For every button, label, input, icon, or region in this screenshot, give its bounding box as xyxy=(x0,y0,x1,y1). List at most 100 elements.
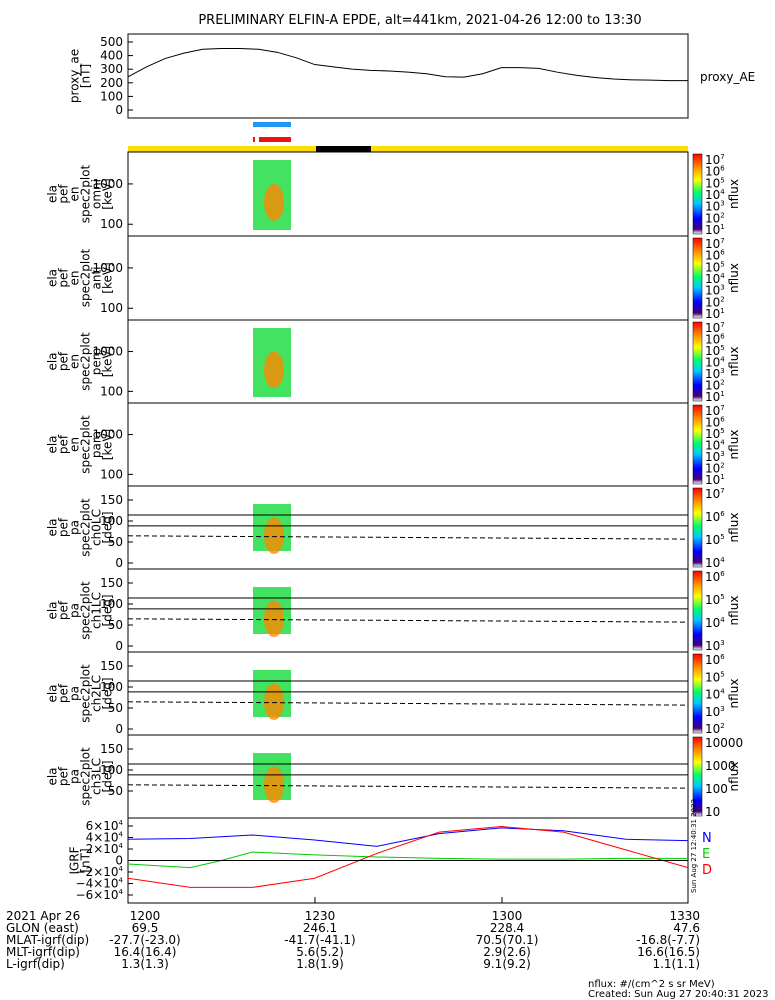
colorbar-label: nflux xyxy=(727,762,741,792)
collection-bar-blue xyxy=(253,122,291,127)
ytick-label: −6×104 xyxy=(76,888,124,902)
ytick-label: 50 xyxy=(108,784,123,798)
ylabel-line: IGRF xyxy=(68,846,82,874)
colorbar-exponent: 7 xyxy=(720,404,724,412)
spectrogram-peak xyxy=(264,600,284,638)
xaxis-value: 1230 xyxy=(305,909,336,923)
colorbar-exponent: 7 xyxy=(720,237,724,245)
xaxis-value: -41.7(-41.1) xyxy=(284,933,355,947)
ytick-label: 0 xyxy=(115,103,123,117)
colorbar-anti xyxy=(692,237,703,319)
colorbar-exponent: 2 xyxy=(720,295,724,303)
colorbar-tick: 10000 xyxy=(705,736,743,750)
ylabel-line: pef xyxy=(57,351,71,371)
ylabel-line: [nT] xyxy=(79,64,93,88)
xaxis-value: 2.9(2.6) xyxy=(483,945,531,959)
panel-frame-ch0LC xyxy=(127,485,689,570)
ylabel-line: [keV] xyxy=(101,262,115,293)
xaxis-value: 1200 xyxy=(130,909,161,923)
xaxis-value: 1.1(1.1) xyxy=(652,957,700,971)
colorbar-label: nflux xyxy=(727,347,741,377)
shadow-bar xyxy=(316,146,371,152)
ylabel-line: en xyxy=(68,354,82,369)
ytick-label: 50 xyxy=(108,618,123,632)
series-name-label: proxy_AE xyxy=(700,70,755,84)
colorbar-tick: 103 xyxy=(705,367,725,381)
ylabel-line: ch2LC xyxy=(90,675,104,712)
colorbar-tick: 105 xyxy=(705,533,725,547)
xaxis-value: -16.8(-7.7) xyxy=(636,933,700,947)
colorbar-exponent: 3 xyxy=(720,367,724,375)
xaxis-value: 1.8(1.9) xyxy=(296,957,344,971)
colorbar-tick: 105 xyxy=(705,670,725,684)
ylabel-line: [keV] xyxy=(101,346,115,377)
colorbar-tick: 101 xyxy=(705,473,725,487)
ytick-label: 0 xyxy=(115,854,123,868)
ytick-label: 100 xyxy=(100,597,123,611)
spectrogram-peak xyxy=(264,683,284,721)
colorbar-omni xyxy=(692,153,703,235)
ytick-label: 100 xyxy=(100,217,123,231)
ytick-label: 150 xyxy=(100,576,123,590)
colorbar-label: nflux xyxy=(727,430,741,460)
panel-frame-perp xyxy=(127,319,689,404)
ytick-label: 50 xyxy=(108,701,123,715)
panel-frame-proxy_ae xyxy=(127,33,689,119)
panel-frame-anti xyxy=(127,235,689,321)
ylabel-line: [nT] xyxy=(79,848,93,872)
colorbar-tick: 107 xyxy=(705,404,725,418)
colorbar-exponent: 6 xyxy=(720,416,725,424)
ytick-label: 2×104 xyxy=(86,842,124,856)
colorbar-label: nflux xyxy=(727,596,741,626)
colorbar-tick: 100 xyxy=(705,782,728,796)
colorbar-exponent: 5 xyxy=(720,260,724,268)
ylabel-line: proxy_ae xyxy=(68,49,82,103)
colorbar-tick: 1000 xyxy=(705,759,736,773)
ytick-exponent: 4 xyxy=(119,888,124,896)
colorbar-tick: 105 xyxy=(705,260,725,274)
ylabel-line: ela xyxy=(46,185,60,203)
panel-frame-para xyxy=(127,402,689,487)
panel-frame-ch2LC xyxy=(127,651,689,736)
spectrogram-peak xyxy=(264,517,284,555)
colorbar-tick: 105 xyxy=(705,344,725,358)
ylabel-line: anti xyxy=(90,267,104,290)
ylabel-line: para xyxy=(90,431,104,458)
colorbar-exponent: 4 xyxy=(720,616,725,624)
ytick-label: −2×104 xyxy=(76,865,124,879)
colorbar-exponent: 2 xyxy=(720,379,724,387)
colorbar-exponent: 5 xyxy=(720,593,724,601)
ylabel-line: pef xyxy=(57,268,71,288)
colorbar-label: nflux xyxy=(727,513,741,543)
xaxis-value: 5.6(5.2) xyxy=(296,945,344,959)
colorbar-exponent: 2 xyxy=(720,211,724,219)
colorbar-tick: 103 xyxy=(705,284,725,298)
colorbar-exponent: 6 xyxy=(720,333,725,341)
ytick-label: 1000 xyxy=(92,345,123,359)
colorbar-tick: 101 xyxy=(705,307,725,321)
x-axis-annotations: 2021 Apr 26 1200 1230 1300 1330 GLON (east) 69… xyxy=(6,897,700,971)
colorbar-tick: 106 xyxy=(705,510,725,524)
ytick-label: 4×104 xyxy=(86,831,124,845)
ytick-label: 100 xyxy=(100,763,123,777)
colorbar-tick: 106 xyxy=(705,249,725,263)
panel-frame-omni xyxy=(127,151,689,237)
ylabel-line: pa xyxy=(68,769,82,784)
xaxis-value: 246.1 xyxy=(303,921,337,935)
colorbar-exponent: 7 xyxy=(720,487,724,495)
xaxis-value: 1300 xyxy=(492,909,523,923)
xaxis-value: 16.6(16.5) xyxy=(637,945,700,959)
ylabel-line: spec2plot xyxy=(79,332,93,391)
ylabel-line: [deg] xyxy=(101,678,115,710)
xaxis-value: 1.3(1.3) xyxy=(121,957,169,971)
colorbar-tick: 102 xyxy=(705,379,725,393)
ylabel-line: spec2plot xyxy=(79,581,93,640)
colorbar-tick: 103 xyxy=(705,639,725,653)
colorbar-exponent: 1 xyxy=(720,390,724,398)
colorbar-exponent: 7 xyxy=(720,321,724,329)
colorbar-tick: 102 xyxy=(705,211,725,225)
anti-loss-cone-line xyxy=(127,535,689,540)
ytick-label: 150 xyxy=(100,659,123,673)
colorbar-exponent: 1 xyxy=(720,307,724,315)
ytick-label: 6×104 xyxy=(86,819,124,833)
